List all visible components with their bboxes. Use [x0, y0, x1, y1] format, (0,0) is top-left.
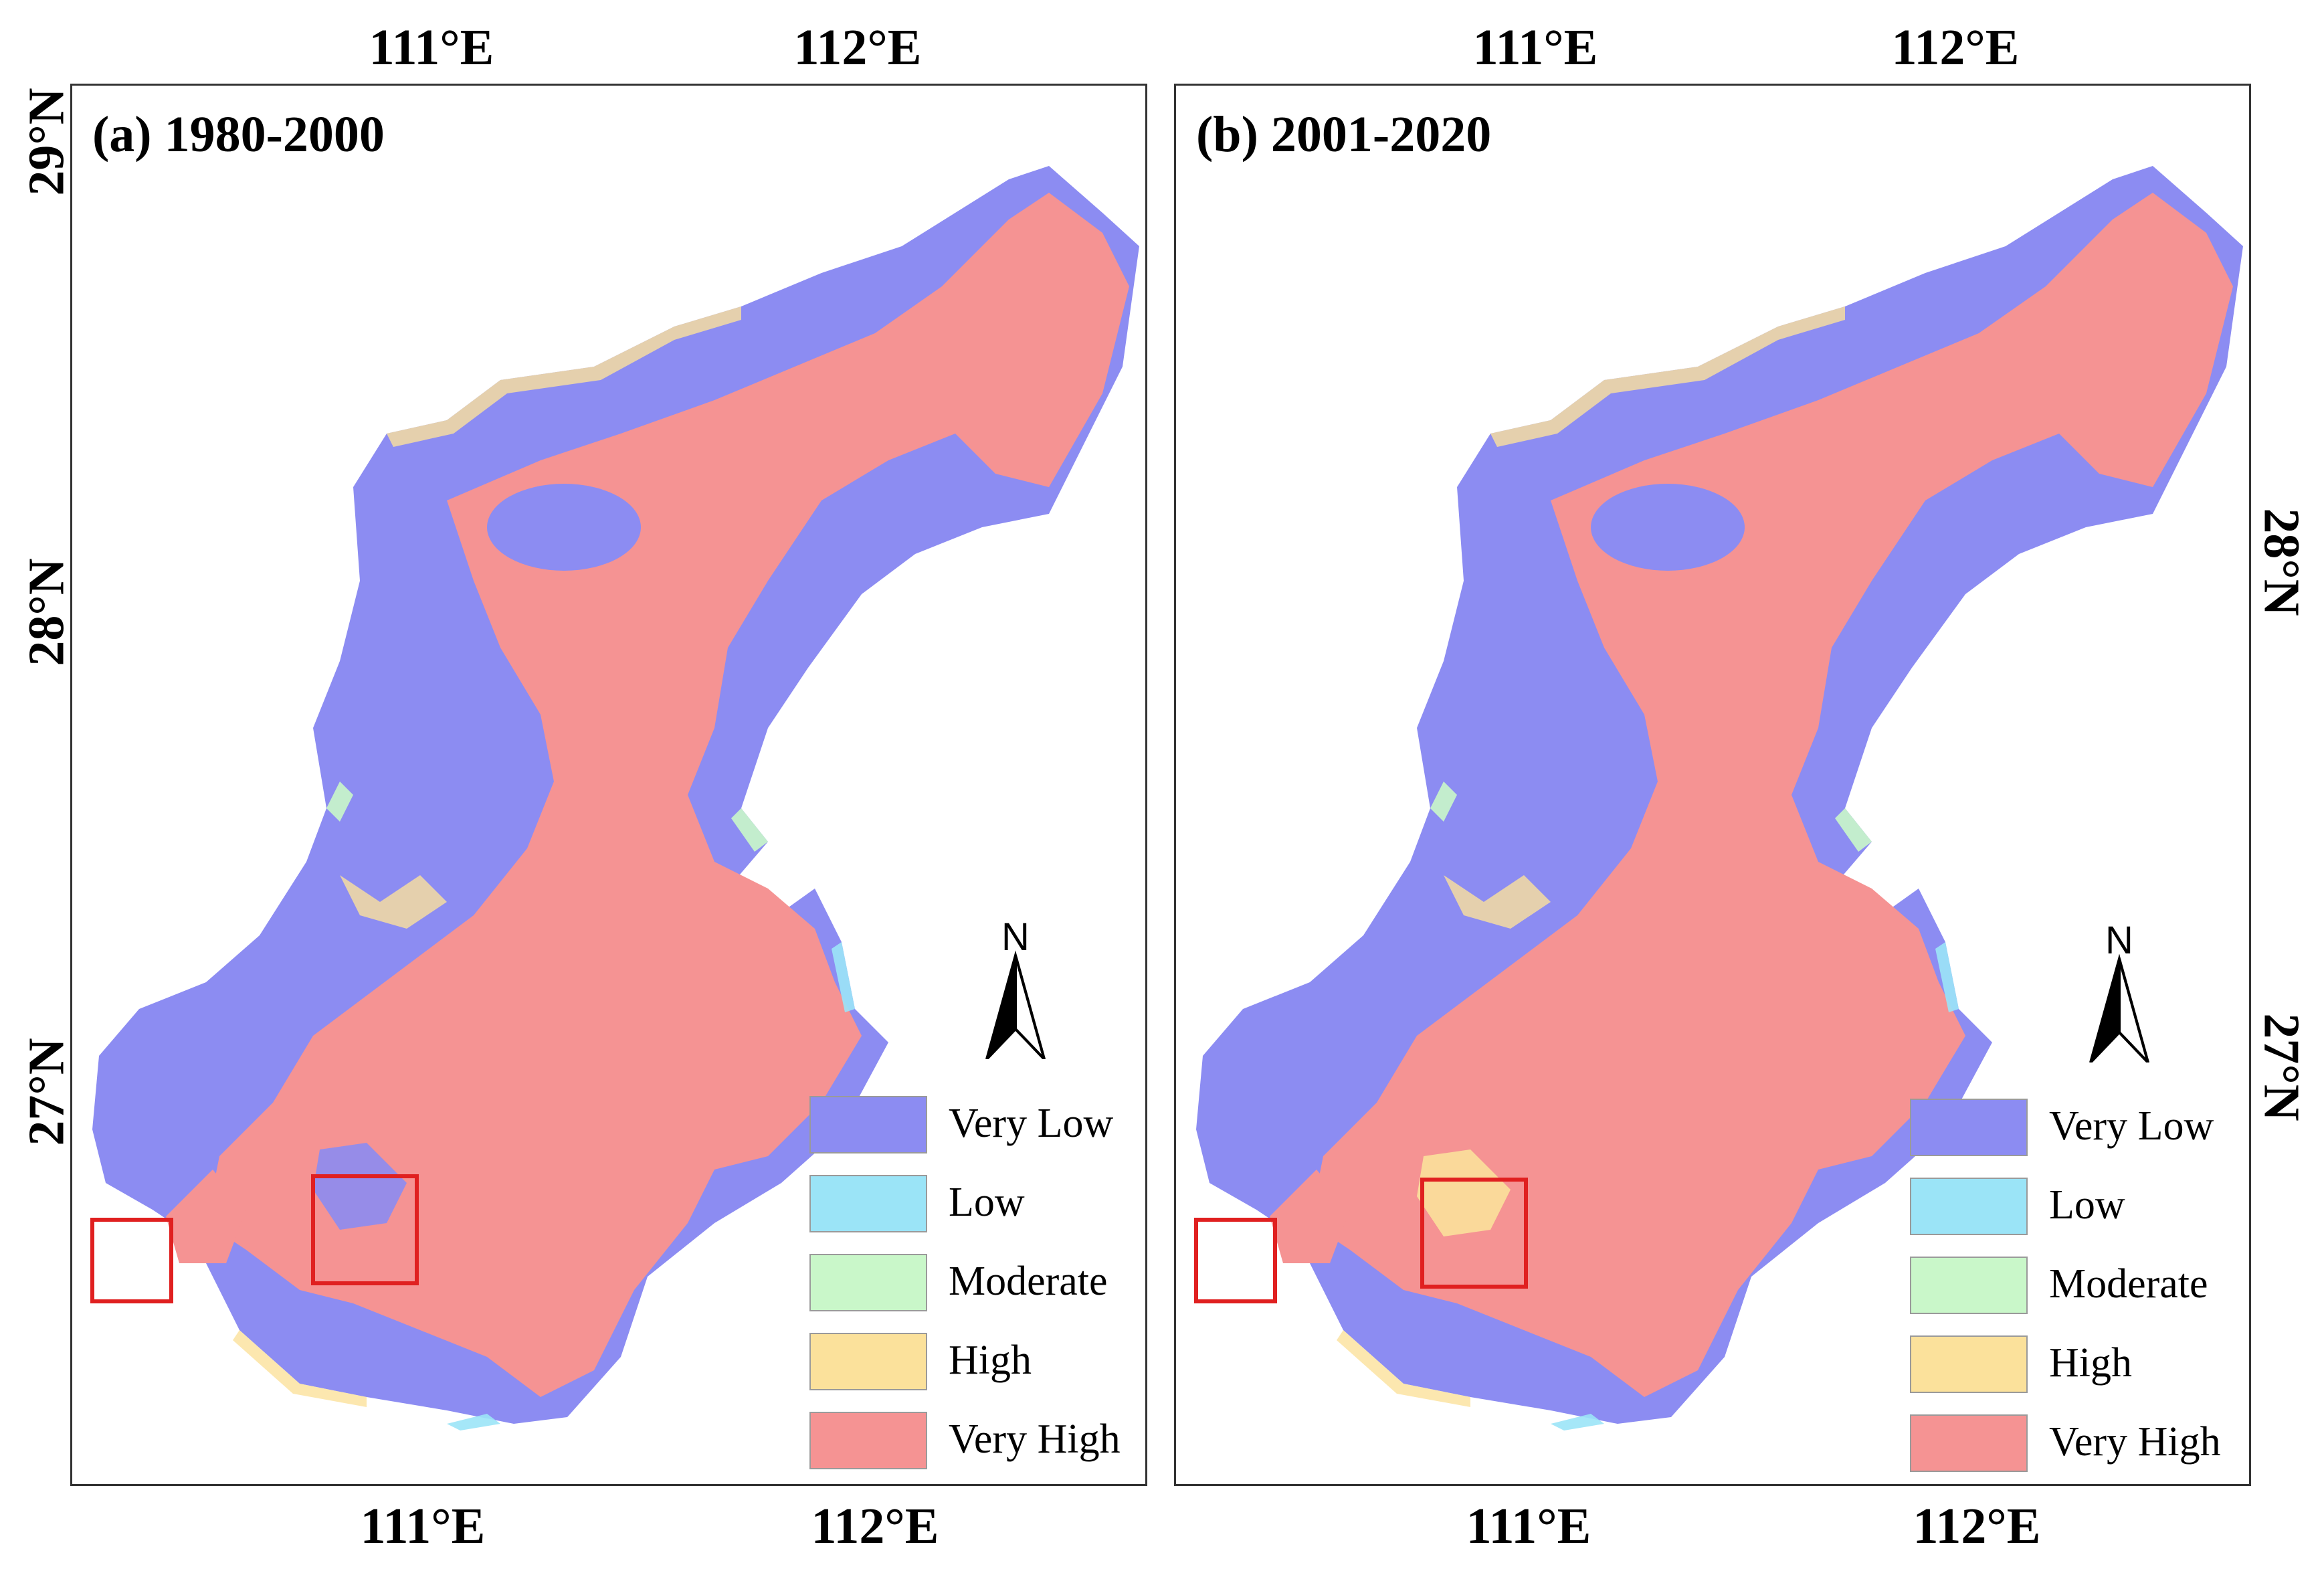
panel-title-b: (b) 2001-2020: [1196, 106, 1492, 163]
band-low: [1551, 1414, 1604, 1430]
north-arrow-a: N: [979, 915, 1052, 1060]
legend-swatch: [1910, 1414, 2028, 1472]
lon-label-112e-bottom-a: 112°E: [811, 1498, 939, 1554]
highlight-box-small: [90, 1218, 173, 1303]
legend-label: Very High: [949, 1416, 1121, 1462]
highlight-box-large: [311, 1174, 419, 1285]
legend-label: Low: [2049, 1182, 2125, 1228]
legend-item-moderate: Moderate: [1910, 1257, 2249, 1335]
lat-label-28n-a: 28°N: [18, 558, 75, 666]
band-moderate: [1835, 808, 1872, 852]
lon-label-112e-bottom-b: 112°E: [1913, 1498, 2041, 1554]
legend-item-very-high: Very High: [809, 1412, 1145, 1484]
legend-item-moderate: Moderate: [809, 1254, 1145, 1333]
legend-swatch: [1910, 1178, 2028, 1235]
legend-item-high: High: [809, 1333, 1145, 1412]
lon-label-111e-top-b: 111°E: [1472, 19, 1598, 76]
band-high: [340, 875, 447, 929]
north-arrow-icon: [985, 950, 1046, 1060]
legend-a: Very Low Low Moderate High Very High: [809, 1096, 1145, 1484]
north-arrow-icon: [2089, 953, 2149, 1064]
legend-item-very-low: Very Low: [809, 1096, 1145, 1175]
band-high: [387, 306, 741, 447]
texture-patch: [313, 1143, 407, 1230]
highlight-box-small: [1194, 1218, 1277, 1303]
north-letter: N: [1001, 915, 1030, 959]
band-high: [233, 1330, 367, 1407]
lon-label-112e-top-a: 112°E: [793, 19, 922, 76]
legend-swatch: [1910, 1099, 2028, 1156]
patch-very-low: [1591, 484, 1745, 571]
legend-swatch: [809, 1096, 927, 1153]
legend-label: Moderate: [2049, 1261, 2208, 1307]
band-moderate: [731, 808, 768, 852]
region-very-high-sw: [1270, 1170, 1350, 1263]
legend-item-high: High: [1910, 1335, 2249, 1414]
legend-swatch: [809, 1175, 927, 1232]
lat-label-29n-a: 29°N: [18, 88, 75, 196]
texture-patch: [1417, 1149, 1511, 1236]
region-very-high-sw: [166, 1170, 246, 1263]
band-moderate: [326, 781, 353, 822]
region-very-high: [206, 193, 1129, 1397]
legend-label: Very High: [2049, 1419, 2221, 1465]
legend-item-low: Low: [809, 1175, 1145, 1254]
lat-label-27n-b: 27°N: [2253, 1013, 2310, 1121]
lon-label-112e-top-b: 112°E: [1891, 19, 2020, 76]
legend-swatch: [809, 1412, 927, 1469]
band-low: [447, 1414, 500, 1430]
band-low: [1935, 942, 1959, 1012]
legend-label: Very Low: [2049, 1103, 2214, 1149]
legend-b: Very Low Low Moderate High Very High: [1910, 1099, 2249, 1484]
highlight-box-large: [1420, 1178, 1528, 1289]
map-panel-a: (a) 1980-2000 N Very Low Low Moderate Hi…: [70, 84, 1147, 1486]
legend-label: Very Low: [949, 1101, 1114, 1146]
map-graphic-b: [1194, 166, 2243, 1430]
band-low: [832, 942, 855, 1012]
north-letter: N: [2105, 919, 2133, 962]
legend-item-very-low: Very Low: [1910, 1099, 2249, 1178]
legend-item-very-high: Very High: [1910, 1414, 2249, 1484]
legend-swatch: [809, 1333, 927, 1390]
patch-very-low: [487, 484, 641, 571]
lat-label-28n-b: 28°N: [2253, 508, 2310, 616]
map-panel-b: (b) 2001-2020 N Very Low Low Moderate Hi…: [1174, 84, 2251, 1486]
legend-label: High: [949, 1337, 1032, 1383]
legend-item-low: Low: [1910, 1178, 2249, 1257]
lon-label-111e-bottom-b: 111°E: [1466, 1498, 1591, 1554]
lat-label-27n-a: 27°N: [18, 1038, 75, 1146]
legend-label: Low: [949, 1180, 1025, 1225]
lon-label-111e-top-a: 111°E: [369, 19, 494, 76]
map-graphic-a: [90, 166, 1139, 1430]
region-very-high: [1310, 193, 2233, 1397]
band-high: [1444, 875, 1551, 929]
band-high: [1337, 1330, 1470, 1407]
lon-label-111e-bottom-a: 111°E: [360, 1498, 486, 1554]
legend-swatch: [1910, 1257, 2028, 1314]
legend-swatch: [1910, 1335, 2028, 1393]
legend-label: Moderate: [949, 1259, 1108, 1304]
legend-swatch: [809, 1254, 927, 1311]
north-arrow-b: N: [2083, 919, 2156, 1064]
legend-label: High: [2049, 1340, 2132, 1386]
panel-title-a: (a) 1980-2000: [92, 106, 385, 163]
band-high: [1490, 306, 1845, 447]
band-moderate: [1430, 781, 1457, 822]
